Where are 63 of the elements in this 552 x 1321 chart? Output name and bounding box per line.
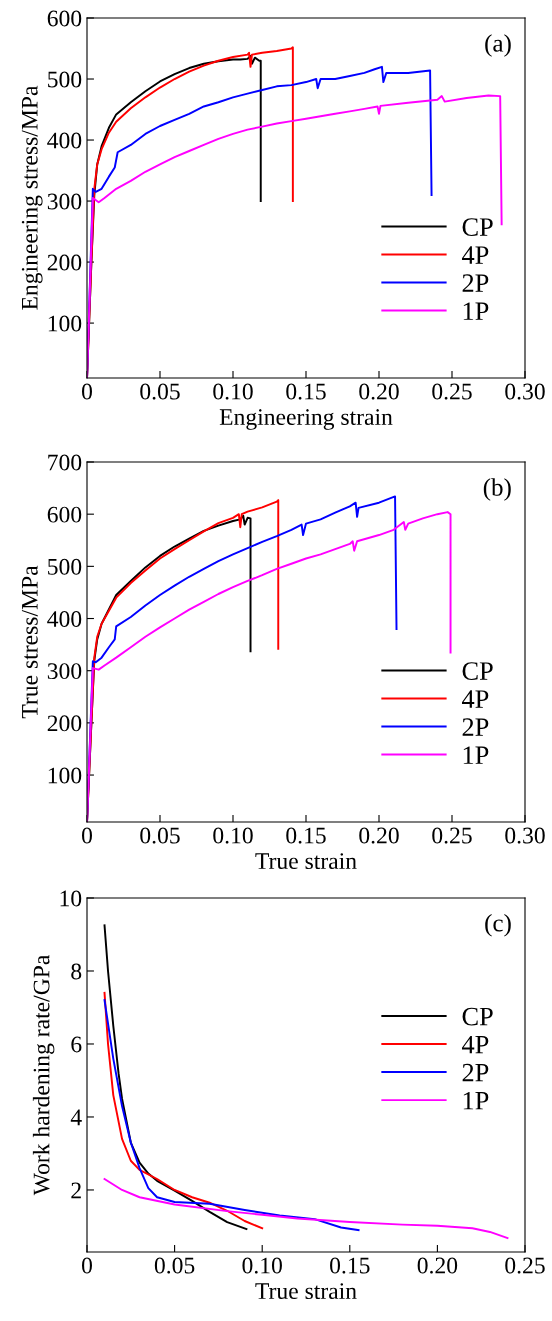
- y-tick-label: 500: [48, 558, 82, 575]
- y-tick-label: 6: [71, 1036, 82, 1053]
- x-tick-label: 0.15: [286, 827, 326, 844]
- line-series: [103, 999, 360, 1232]
- x-axis-title: True strain: [255, 1283, 357, 1300]
- x-tick-label: 0.05: [140, 383, 180, 400]
- x-tick-label: 0.20: [359, 383, 399, 400]
- y-tick-label: 300: [47, 193, 82, 210]
- y-tick-label: 100: [48, 315, 82, 332]
- line-series: [103, 991, 264, 1230]
- x-tick-label: 0.10: [242, 1257, 282, 1274]
- legend-label: 4P: [461, 690, 489, 708]
- y-axis-title: Engineering stress/MPa: [21, 85, 43, 310]
- annotation: (a): [485, 34, 511, 57]
- x-axis-title: Engineering strain: [219, 409, 393, 430]
- legend-label: 1P: [463, 1091, 489, 1110]
- x-tick-label: 0.15: [330, 1257, 370, 1274]
- x-tick-label: 0.05: [154, 1257, 195, 1274]
- y-tick-label: 4: [70, 1109, 82, 1126]
- x-tick-label: 0.25: [432, 383, 472, 400]
- legend-label: CP: [462, 1007, 493, 1026]
- y-tick-label: 700: [48, 454, 82, 471]
- x-tick-label: 0.05: [140, 827, 180, 844]
- y-tick-label: 8: [71, 963, 82, 980]
- y-axis-title: Work hardening rate/GPa: [32, 954, 55, 1196]
- x-tick-label: 0.25: [505, 1257, 545, 1274]
- y-tick-label: 500: [48, 71, 82, 88]
- legend-label: 4P: [461, 1035, 489, 1054]
- legend-label: 4P: [461, 246, 489, 264]
- x-tick-label: 0.15: [286, 383, 326, 400]
- x-tick-label: 0.25: [432, 827, 472, 844]
- x-tick-label: 0: [82, 383, 92, 400]
- x-tick-label: 0: [82, 827, 92, 844]
- legend-label: 2P: [462, 1063, 489, 1082]
- x-tick-label: 0.20: [359, 827, 399, 844]
- legend-label: CP: [462, 218, 493, 236]
- legend-label: 2P: [462, 274, 489, 292]
- y-tick-label: 10: [60, 890, 82, 907]
- x-tick-label: 0.10: [213, 383, 253, 400]
- x-axis-title: True strain: [255, 853, 357, 870]
- y-tick-label: 100: [48, 767, 82, 784]
- x-tick-label: 0.10: [213, 827, 253, 844]
- y-tick-label: 300: [47, 663, 82, 680]
- annotation: (b): [483, 478, 511, 501]
- y-axis-title: True stress/MPa: [21, 565, 38, 719]
- line-series: [103, 924, 248, 1230]
- x-tick-label: 0.30: [505, 827, 545, 844]
- line-series: [103, 1178, 509, 1240]
- y-tick-label: 600: [47, 506, 82, 523]
- y-tick-label: 600: [47, 10, 82, 27]
- legend-label: 2P: [462, 718, 489, 736]
- y-tick-label: 200: [47, 715, 82, 732]
- x-tick-label: 0: [82, 1257, 92, 1274]
- x-tick-label: 0.20: [417, 1257, 458, 1274]
- y-tick-label: 400: [47, 611, 82, 627]
- y-tick-label: 2: [71, 1182, 81, 1199]
- legend-label: 1P: [463, 302, 489, 320]
- x-tick-label: 0.30: [505, 383, 545, 400]
- y-tick-label: 200: [47, 254, 82, 271]
- legend-label: CP: [462, 662, 493, 680]
- legend-label: 1P: [463, 746, 489, 764]
- y-tick-label: 400: [47, 132, 82, 149]
- annotation: (c): [485, 913, 511, 937]
